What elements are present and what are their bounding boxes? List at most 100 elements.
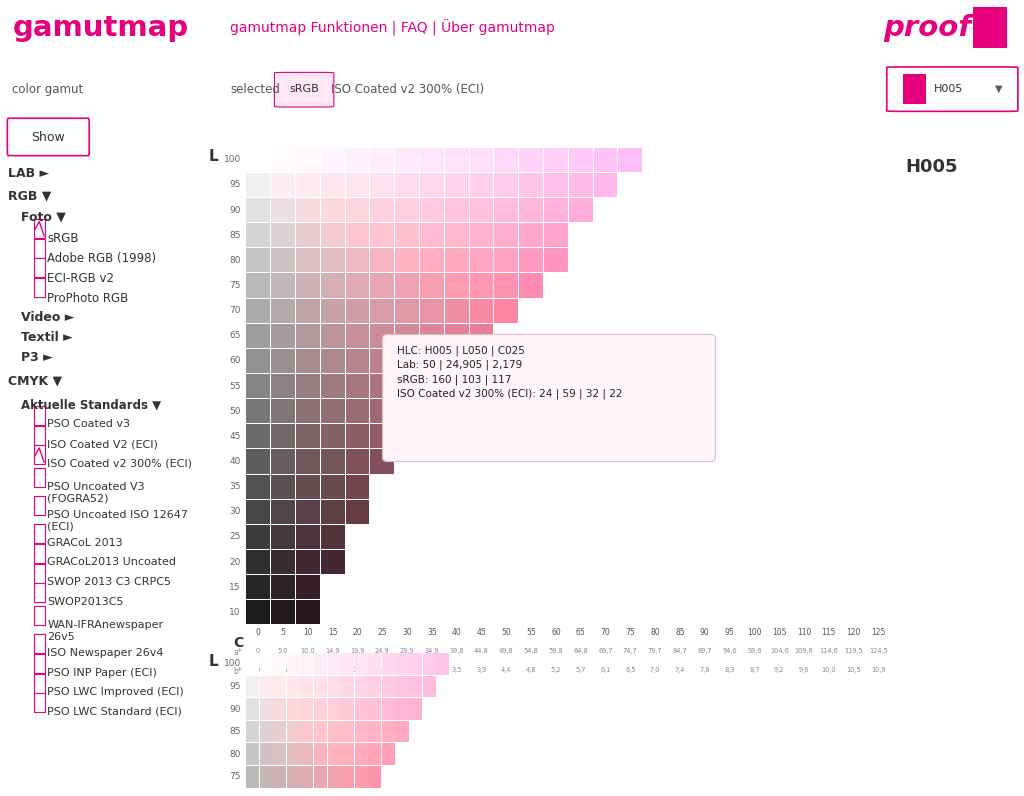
Text: 70: 70 (229, 306, 241, 315)
Text: 20: 20 (229, 557, 241, 567)
Text: 6,5: 6,5 (625, 666, 636, 673)
Bar (246, 721, 259, 743)
Bar (371, 298, 394, 322)
Text: SWOP2013C5: SWOP2013C5 (47, 597, 124, 607)
Bar (345, 173, 370, 197)
Text: 109,6: 109,6 (795, 648, 813, 654)
Bar (382, 698, 395, 720)
Text: 100: 100 (223, 660, 241, 669)
Bar (495, 173, 518, 197)
Bar (246, 374, 270, 398)
Text: C: C (233, 635, 244, 650)
Bar (409, 676, 422, 697)
Text: ProPhoto RGB: ProPhoto RGB (47, 291, 128, 305)
Bar (34, 634, 45, 654)
Bar (34, 278, 45, 297)
Text: 10,5: 10,5 (847, 666, 861, 673)
Bar (271, 349, 295, 373)
Bar (371, 274, 394, 298)
Bar (470, 198, 494, 222)
Bar (296, 274, 319, 298)
Bar (345, 424, 370, 448)
Bar (369, 676, 381, 697)
Text: 60: 60 (551, 628, 561, 637)
Bar (246, 500, 270, 524)
Bar (341, 676, 354, 697)
Text: 19,9: 19,9 (350, 648, 365, 654)
Bar (296, 223, 319, 248)
Bar (444, 324, 469, 348)
Bar (246, 654, 259, 675)
Bar (495, 148, 518, 172)
Bar (260, 766, 272, 787)
Bar (300, 743, 313, 765)
Bar (345, 198, 370, 222)
Bar (271, 424, 295, 448)
Text: 5,7: 5,7 (575, 666, 586, 673)
Text: 59,8: 59,8 (549, 648, 563, 654)
Text: 5,0: 5,0 (278, 648, 288, 654)
Text: 84,7: 84,7 (673, 648, 687, 654)
Bar (321, 248, 344, 272)
Bar (271, 450, 295, 474)
Bar (300, 721, 313, 743)
Bar (395, 374, 419, 398)
Bar (321, 550, 344, 574)
Bar (314, 698, 327, 720)
Text: 20: 20 (352, 628, 362, 637)
Bar (395, 173, 419, 197)
Text: PSO Uncoated ISO 12647
(ECI): PSO Uncoated ISO 12647 (ECI) (47, 509, 188, 532)
Bar (395, 324, 419, 348)
Bar (341, 721, 354, 743)
Bar (341, 766, 354, 787)
Text: 14,9: 14,9 (326, 648, 340, 654)
Bar (321, 424, 344, 448)
Bar (409, 654, 422, 675)
Bar (544, 198, 568, 222)
Bar (328, 766, 341, 787)
Bar (354, 698, 368, 720)
Bar (436, 654, 450, 675)
Bar (345, 349, 370, 373)
Bar (246, 698, 259, 720)
Text: 10,9: 10,9 (871, 666, 886, 673)
Bar (34, 607, 45, 626)
Text: CMYK ▼: CMYK ▼ (8, 375, 62, 388)
Bar (321, 349, 344, 373)
Bar (246, 248, 270, 272)
Bar (420, 223, 443, 248)
Bar (296, 173, 319, 197)
Text: 25: 25 (229, 533, 241, 541)
Bar (568, 173, 593, 197)
Bar (594, 148, 617, 172)
Bar (371, 248, 394, 272)
Bar (371, 399, 394, 423)
Bar (271, 148, 295, 172)
Bar (271, 474, 295, 498)
Bar (287, 654, 300, 675)
FancyBboxPatch shape (274, 72, 334, 107)
Bar (345, 474, 370, 498)
Bar (271, 274, 295, 298)
Bar (519, 148, 543, 172)
Text: 2,6: 2,6 (401, 666, 413, 673)
Text: 0,4: 0,4 (278, 666, 288, 673)
Bar (271, 374, 295, 398)
Text: 105: 105 (772, 628, 786, 637)
Bar (296, 525, 319, 549)
Bar (519, 274, 543, 298)
Bar (395, 274, 419, 298)
Text: 10: 10 (303, 628, 312, 637)
Bar (314, 743, 327, 765)
Text: 90: 90 (229, 205, 241, 215)
Bar (34, 445, 45, 464)
Bar (341, 654, 354, 675)
Bar (246, 173, 270, 197)
Bar (271, 173, 295, 197)
Bar (345, 450, 370, 474)
Bar (395, 721, 409, 743)
Bar (34, 654, 45, 673)
Bar (519, 198, 543, 222)
Text: proof: proof (884, 14, 972, 42)
Text: sRGB: sRGB (289, 84, 319, 94)
